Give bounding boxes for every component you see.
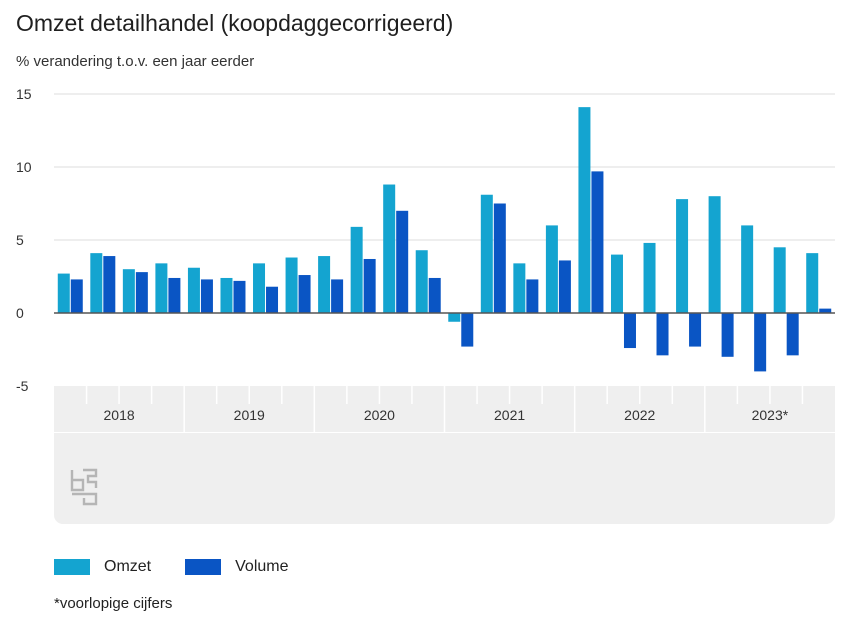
bar-volume — [656, 313, 669, 356]
bar-volume — [558, 260, 571, 313]
bar-omzet — [122, 269, 135, 313]
bar-volume — [298, 275, 311, 313]
bar-omzet — [220, 277, 233, 313]
bar-omzet — [57, 273, 70, 313]
legend-label-omzet: Omzet — [104, 558, 152, 575]
legend: Omzet Volume — [54, 558, 323, 576]
x-year-label: 2023* — [752, 407, 789, 423]
bar-omzet — [545, 225, 558, 313]
legend-item-omzet[interactable]: Omzet — [54, 558, 151, 576]
bar-volume — [396, 210, 409, 313]
bar-omzet — [187, 267, 200, 313]
footnote: *voorlopige cijfers — [54, 595, 173, 612]
y-tick-label: 10 — [16, 159, 32, 175]
bar-volume — [363, 258, 376, 313]
x-year-label: 2021 — [494, 407, 525, 423]
legend-item-volume[interactable]: Volume — [185, 558, 289, 576]
y-tick-label: 5 — [16, 232, 24, 248]
bar-omzet — [806, 253, 819, 313]
bar-volume — [754, 313, 767, 372]
legend-swatch-omzet — [54, 559, 90, 575]
bar-volume — [721, 313, 734, 357]
chart-subtitle: % verandering t.o.v. een jaar eerder — [16, 53, 255, 70]
cbs-logo — [70, 468, 98, 506]
bar-volume — [623, 313, 636, 349]
bar-omzet — [383, 184, 396, 313]
bar-volume — [461, 313, 474, 347]
bar-volume — [200, 279, 213, 313]
bar-omzet — [285, 257, 298, 313]
bar-volume — [526, 279, 539, 313]
x-year-label: 2020 — [364, 407, 395, 423]
y-tick-label: 15 — [16, 86, 32, 102]
legend-swatch-volume — [185, 559, 222, 575]
logo-stroke — [83, 468, 98, 488]
y-tick-label: -5 — [16, 378, 29, 394]
bar-omzet — [676, 199, 689, 313]
bar-omzet — [480, 194, 493, 313]
bar-omzet — [318, 256, 331, 313]
bar-volume — [70, 279, 83, 313]
bar-omzet — [253, 263, 266, 313]
bar-volume — [266, 286, 279, 313]
chart-title: Omzet detailhandel (koopdaggecorrigeerd) — [16, 10, 454, 36]
bar-volume — [591, 171, 604, 313]
bar-volume — [689, 313, 702, 347]
y-tick-label: 0 — [16, 305, 24, 321]
bar-volume — [103, 256, 116, 313]
bar-omzet — [513, 263, 526, 313]
logo-stroke — [72, 492, 98, 506]
bar-volume — [428, 277, 441, 313]
bar-omzet — [448, 313, 461, 322]
bar-omzet — [90, 253, 103, 313]
x-axis-panel — [54, 386, 835, 524]
bar-omzet — [741, 225, 754, 313]
logo-stroke — [70, 470, 85, 492]
bar-omzet — [773, 247, 786, 313]
bar-omzet — [350, 226, 363, 313]
x-year-label: 2018 — [104, 407, 135, 423]
bar-omzet — [155, 263, 168, 313]
bar-omzet — [708, 196, 721, 313]
x-year-label: 2019 — [234, 407, 265, 423]
bar-volume — [331, 279, 344, 313]
bar-volume — [819, 308, 832, 313]
bar-volume — [786, 313, 799, 356]
bar-omzet — [643, 242, 656, 313]
bar-volume — [168, 277, 181, 313]
x-year-label: 2022 — [624, 407, 655, 423]
bar-omzet — [578, 107, 591, 313]
bar-volume — [135, 272, 148, 313]
bar-volume — [233, 280, 246, 313]
chart: 15 10 5 0 -5 2018 2019 2020 2021 2022 2023* — [16, 86, 835, 524]
bar-omzet — [610, 254, 623, 313]
legend-label-volume: Volume — [235, 558, 289, 575]
bar-omzet — [415, 250, 428, 313]
bar-volume — [493, 203, 506, 313]
panel-divider — [54, 432, 835, 433]
